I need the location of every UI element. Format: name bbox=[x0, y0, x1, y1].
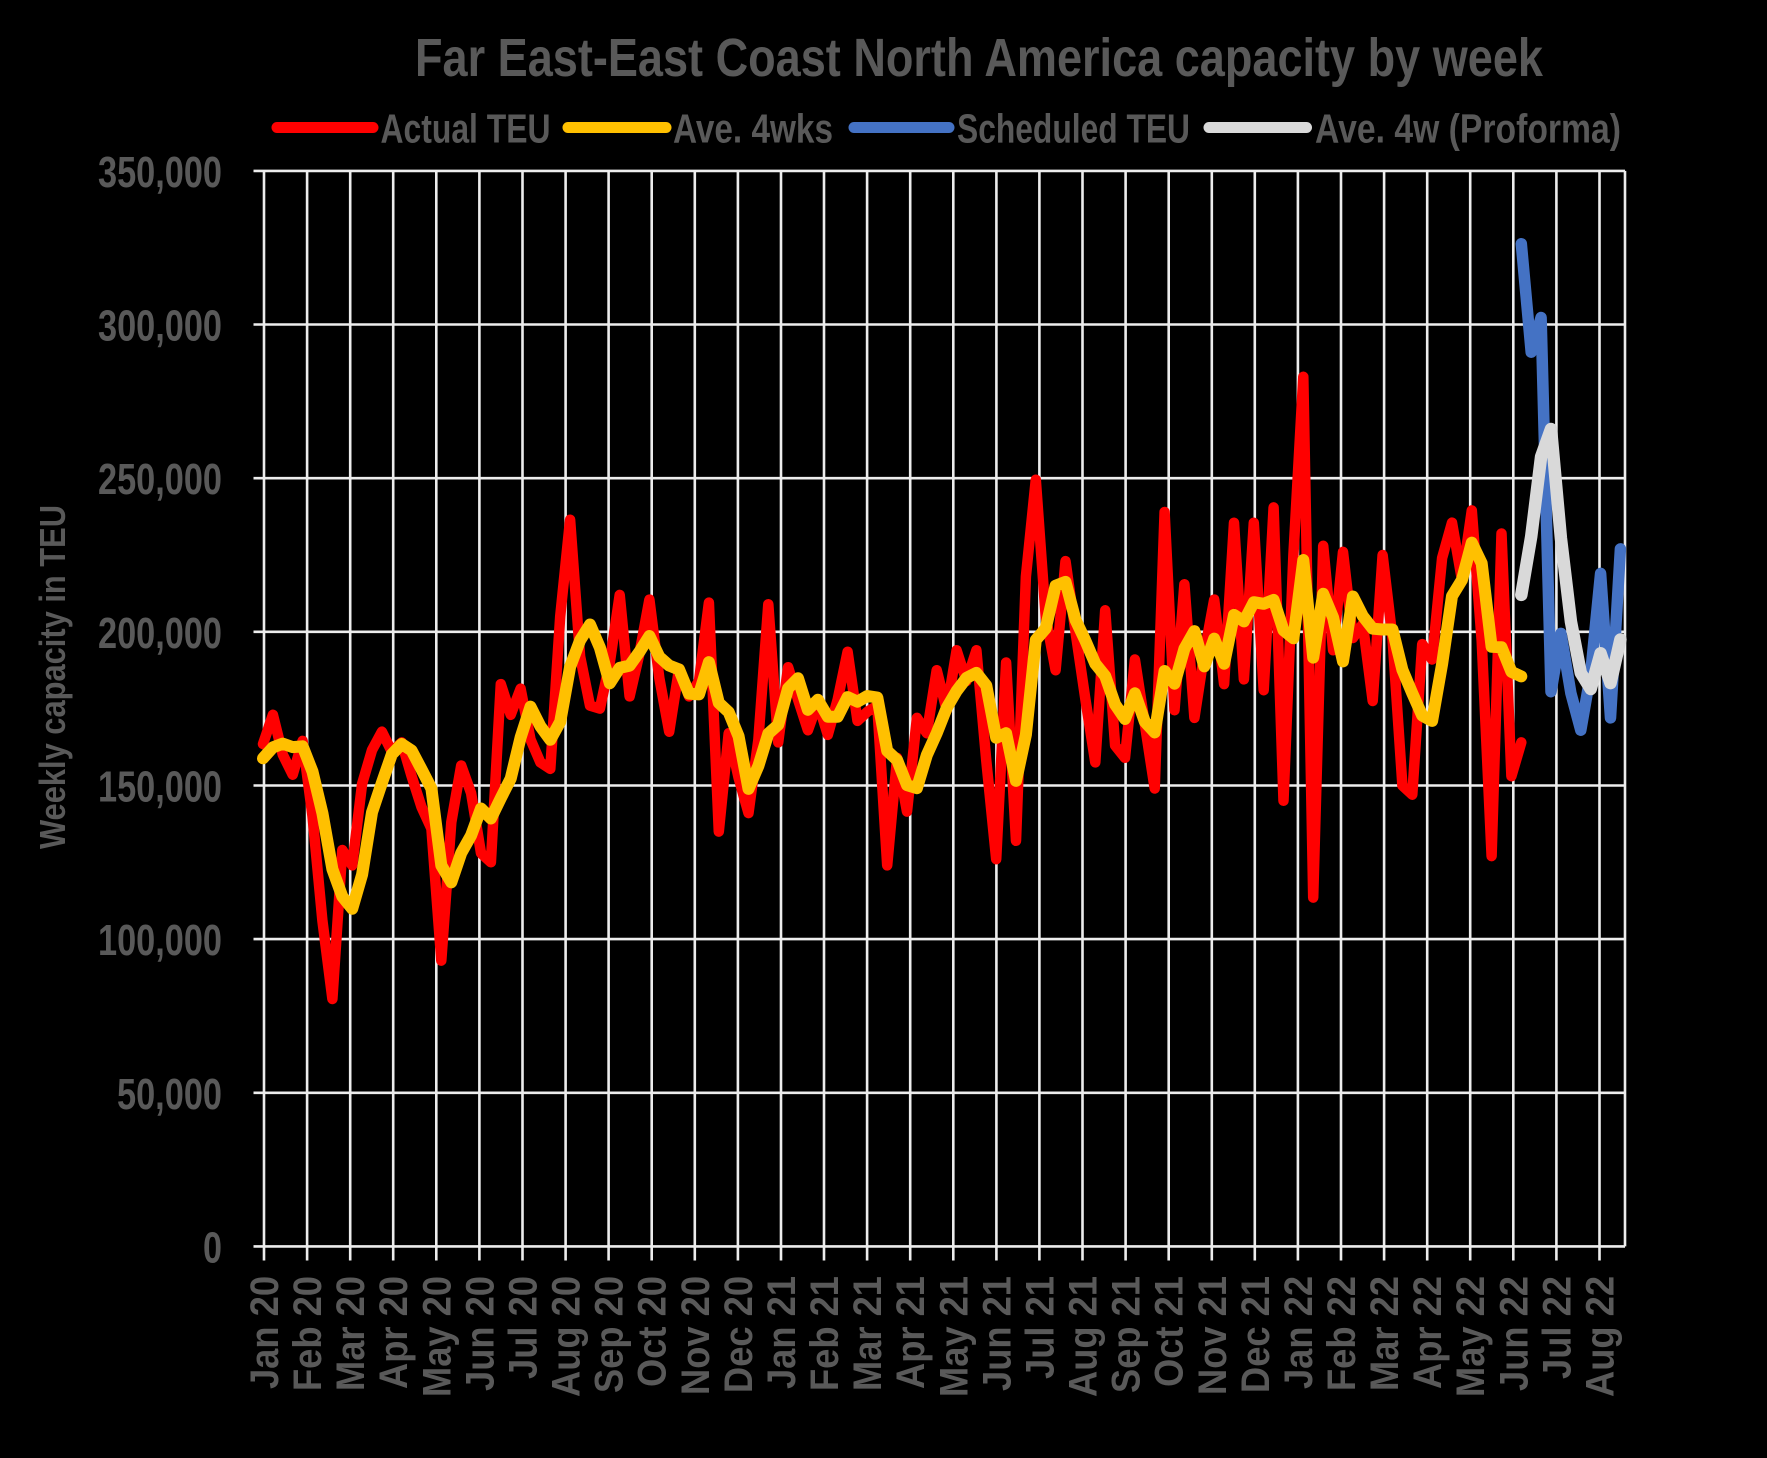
svg-text:Aug 21: Aug 21 bbox=[1062, 1276, 1106, 1397]
svg-text:Jun 20: Jun 20 bbox=[458, 1276, 502, 1391]
svg-text:May 20: May 20 bbox=[415, 1276, 459, 1397]
svg-text:Mar 22: Mar 22 bbox=[1363, 1276, 1407, 1391]
svg-text:Jan 20: Jan 20 bbox=[243, 1276, 287, 1389]
svg-text:350,000: 350,000 bbox=[98, 148, 222, 197]
svg-text:Jun 22: Jun 22 bbox=[1492, 1276, 1536, 1391]
svg-text:Far East-East Coast North Amer: Far East-East Coast North America capaci… bbox=[415, 28, 1544, 88]
svg-text:Dec 20: Dec 20 bbox=[717, 1276, 761, 1393]
svg-text:Ave. 4wks: Ave. 4wks bbox=[673, 105, 833, 151]
svg-text:Nov 20: Nov 20 bbox=[674, 1276, 718, 1395]
svg-text:200,000: 200,000 bbox=[98, 609, 222, 658]
svg-text:Dec 21: Dec 21 bbox=[1234, 1276, 1278, 1393]
svg-text:Mar 21: Mar 21 bbox=[846, 1276, 890, 1391]
svg-text:250,000: 250,000 bbox=[98, 455, 222, 504]
svg-text:Jun 21: Jun 21 bbox=[975, 1276, 1019, 1391]
svg-text:Nov 21: Nov 21 bbox=[1191, 1276, 1235, 1395]
svg-text:Mar 20: Mar 20 bbox=[329, 1276, 373, 1391]
svg-text:300,000: 300,000 bbox=[98, 302, 222, 351]
svg-text:Weekly capacity in TEU: Weekly capacity in TEU bbox=[32, 505, 73, 849]
svg-text:May 22: May 22 bbox=[1449, 1276, 1493, 1397]
svg-text:Actual TEU: Actual TEU bbox=[381, 105, 551, 151]
svg-text:Jan 22: Jan 22 bbox=[1277, 1276, 1321, 1389]
svg-text:Aug 20: Aug 20 bbox=[545, 1276, 589, 1397]
svg-text:Ave. 4w (Proforma): Ave. 4w (Proforma) bbox=[1315, 105, 1621, 151]
svg-text:May 21: May 21 bbox=[932, 1276, 976, 1397]
svg-text:Apr 21: Apr 21 bbox=[889, 1276, 933, 1389]
svg-text:Jul 20: Jul 20 bbox=[502, 1276, 546, 1379]
svg-text:Apr 22: Apr 22 bbox=[1406, 1276, 1450, 1389]
svg-text:Feb 21: Feb 21 bbox=[803, 1276, 847, 1391]
svg-text:Oct 21: Oct 21 bbox=[1148, 1276, 1192, 1387]
svg-text:Sep 20: Sep 20 bbox=[588, 1276, 632, 1393]
svg-text:150,000: 150,000 bbox=[98, 763, 222, 812]
svg-text:Oct 20: Oct 20 bbox=[631, 1276, 675, 1387]
svg-text:Aug 22: Aug 22 bbox=[1579, 1276, 1623, 1397]
svg-text:Jul 22: Jul 22 bbox=[1535, 1276, 1579, 1379]
svg-text:100,000: 100,000 bbox=[98, 916, 222, 965]
svg-text:0: 0 bbox=[203, 1223, 222, 1272]
svg-text:Feb 22: Feb 22 bbox=[1320, 1276, 1364, 1391]
svg-text:Scheduled TEU: Scheduled TEU bbox=[957, 105, 1190, 151]
svg-text:50,000: 50,000 bbox=[117, 1070, 222, 1119]
svg-text:Sep 21: Sep 21 bbox=[1105, 1276, 1149, 1393]
svg-text:Feb 20: Feb 20 bbox=[286, 1276, 330, 1391]
svg-text:Apr 20: Apr 20 bbox=[372, 1276, 416, 1389]
svg-text:Jul 21: Jul 21 bbox=[1018, 1276, 1062, 1379]
svg-text:Jan 21: Jan 21 bbox=[760, 1276, 804, 1389]
